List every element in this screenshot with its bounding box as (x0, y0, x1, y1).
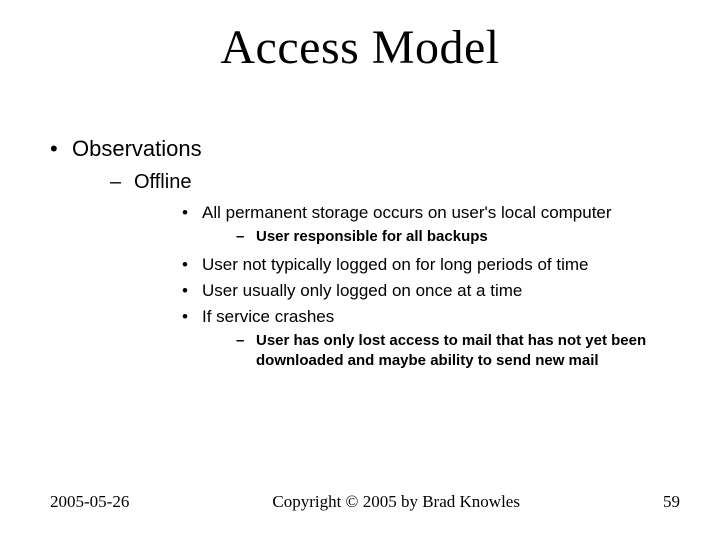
list-item-label: All permanent storage occurs on user's l… (202, 203, 612, 222)
bullet-icon: • (50, 135, 72, 163)
list-level-2: – Offline • All permanent storage occurs… (110, 169, 680, 377)
bullet-icon: • (182, 279, 202, 303)
list-item: – Offline • All permanent storage occurs… (110, 169, 680, 377)
list-item: • User usually only logged on once at a … (182, 279, 680, 303)
slide-footer: 2005-05-26 Copyright © 2005 by Brad Know… (50, 492, 680, 512)
list-item: – User responsible for all backups (236, 227, 680, 247)
footer-date: 2005-05-26 (50, 492, 129, 512)
bullet-icon: • (182, 201, 202, 225)
dash-icon: – (236, 227, 256, 247)
list-item-label: User not typically logged on for long pe… (202, 253, 680, 277)
list-item: – User has only lost access to mail that… (236, 331, 680, 371)
list-level-4: – User has only lost access to mail that… (236, 331, 680, 371)
list-item-label: User has only lost access to mail that h… (256, 331, 680, 371)
dash-icon: – (110, 169, 134, 195)
bullet-icon: • (182, 253, 202, 277)
footer-page-number: 59 (663, 492, 680, 512)
list-level-4: – User responsible for all backups (236, 227, 680, 247)
footer-copyright: Copyright © 2005 by Brad Knowles (129, 492, 663, 512)
slide-title: Access Model (0, 20, 720, 75)
bullet-icon: • (182, 305, 202, 329)
list-item: • If service crashes – User has only los… (182, 305, 680, 375)
list-item: • All permanent storage occurs on user's… (182, 201, 680, 251)
list-item: • Observations – Offline • (50, 135, 680, 377)
list-item-label: If service crashes (202, 307, 334, 326)
list-item-label: Observations (72, 136, 202, 161)
list-level-3: • All permanent storage occurs on user's… (182, 201, 680, 375)
list-level-1: • Observations – Offline • (50, 135, 680, 377)
slide: Access Model • Observations – Offline (0, 0, 720, 540)
list-item-label: Offline (134, 171, 191, 193)
slide-body: • Observations – Offline • (50, 135, 680, 381)
list-item: • User not typically logged on for long … (182, 253, 680, 277)
list-item-label: User usually only logged on once at a ti… (202, 279, 680, 303)
dash-icon: – (236, 331, 256, 351)
list-item-label: User responsible for all backups (256, 227, 680, 247)
